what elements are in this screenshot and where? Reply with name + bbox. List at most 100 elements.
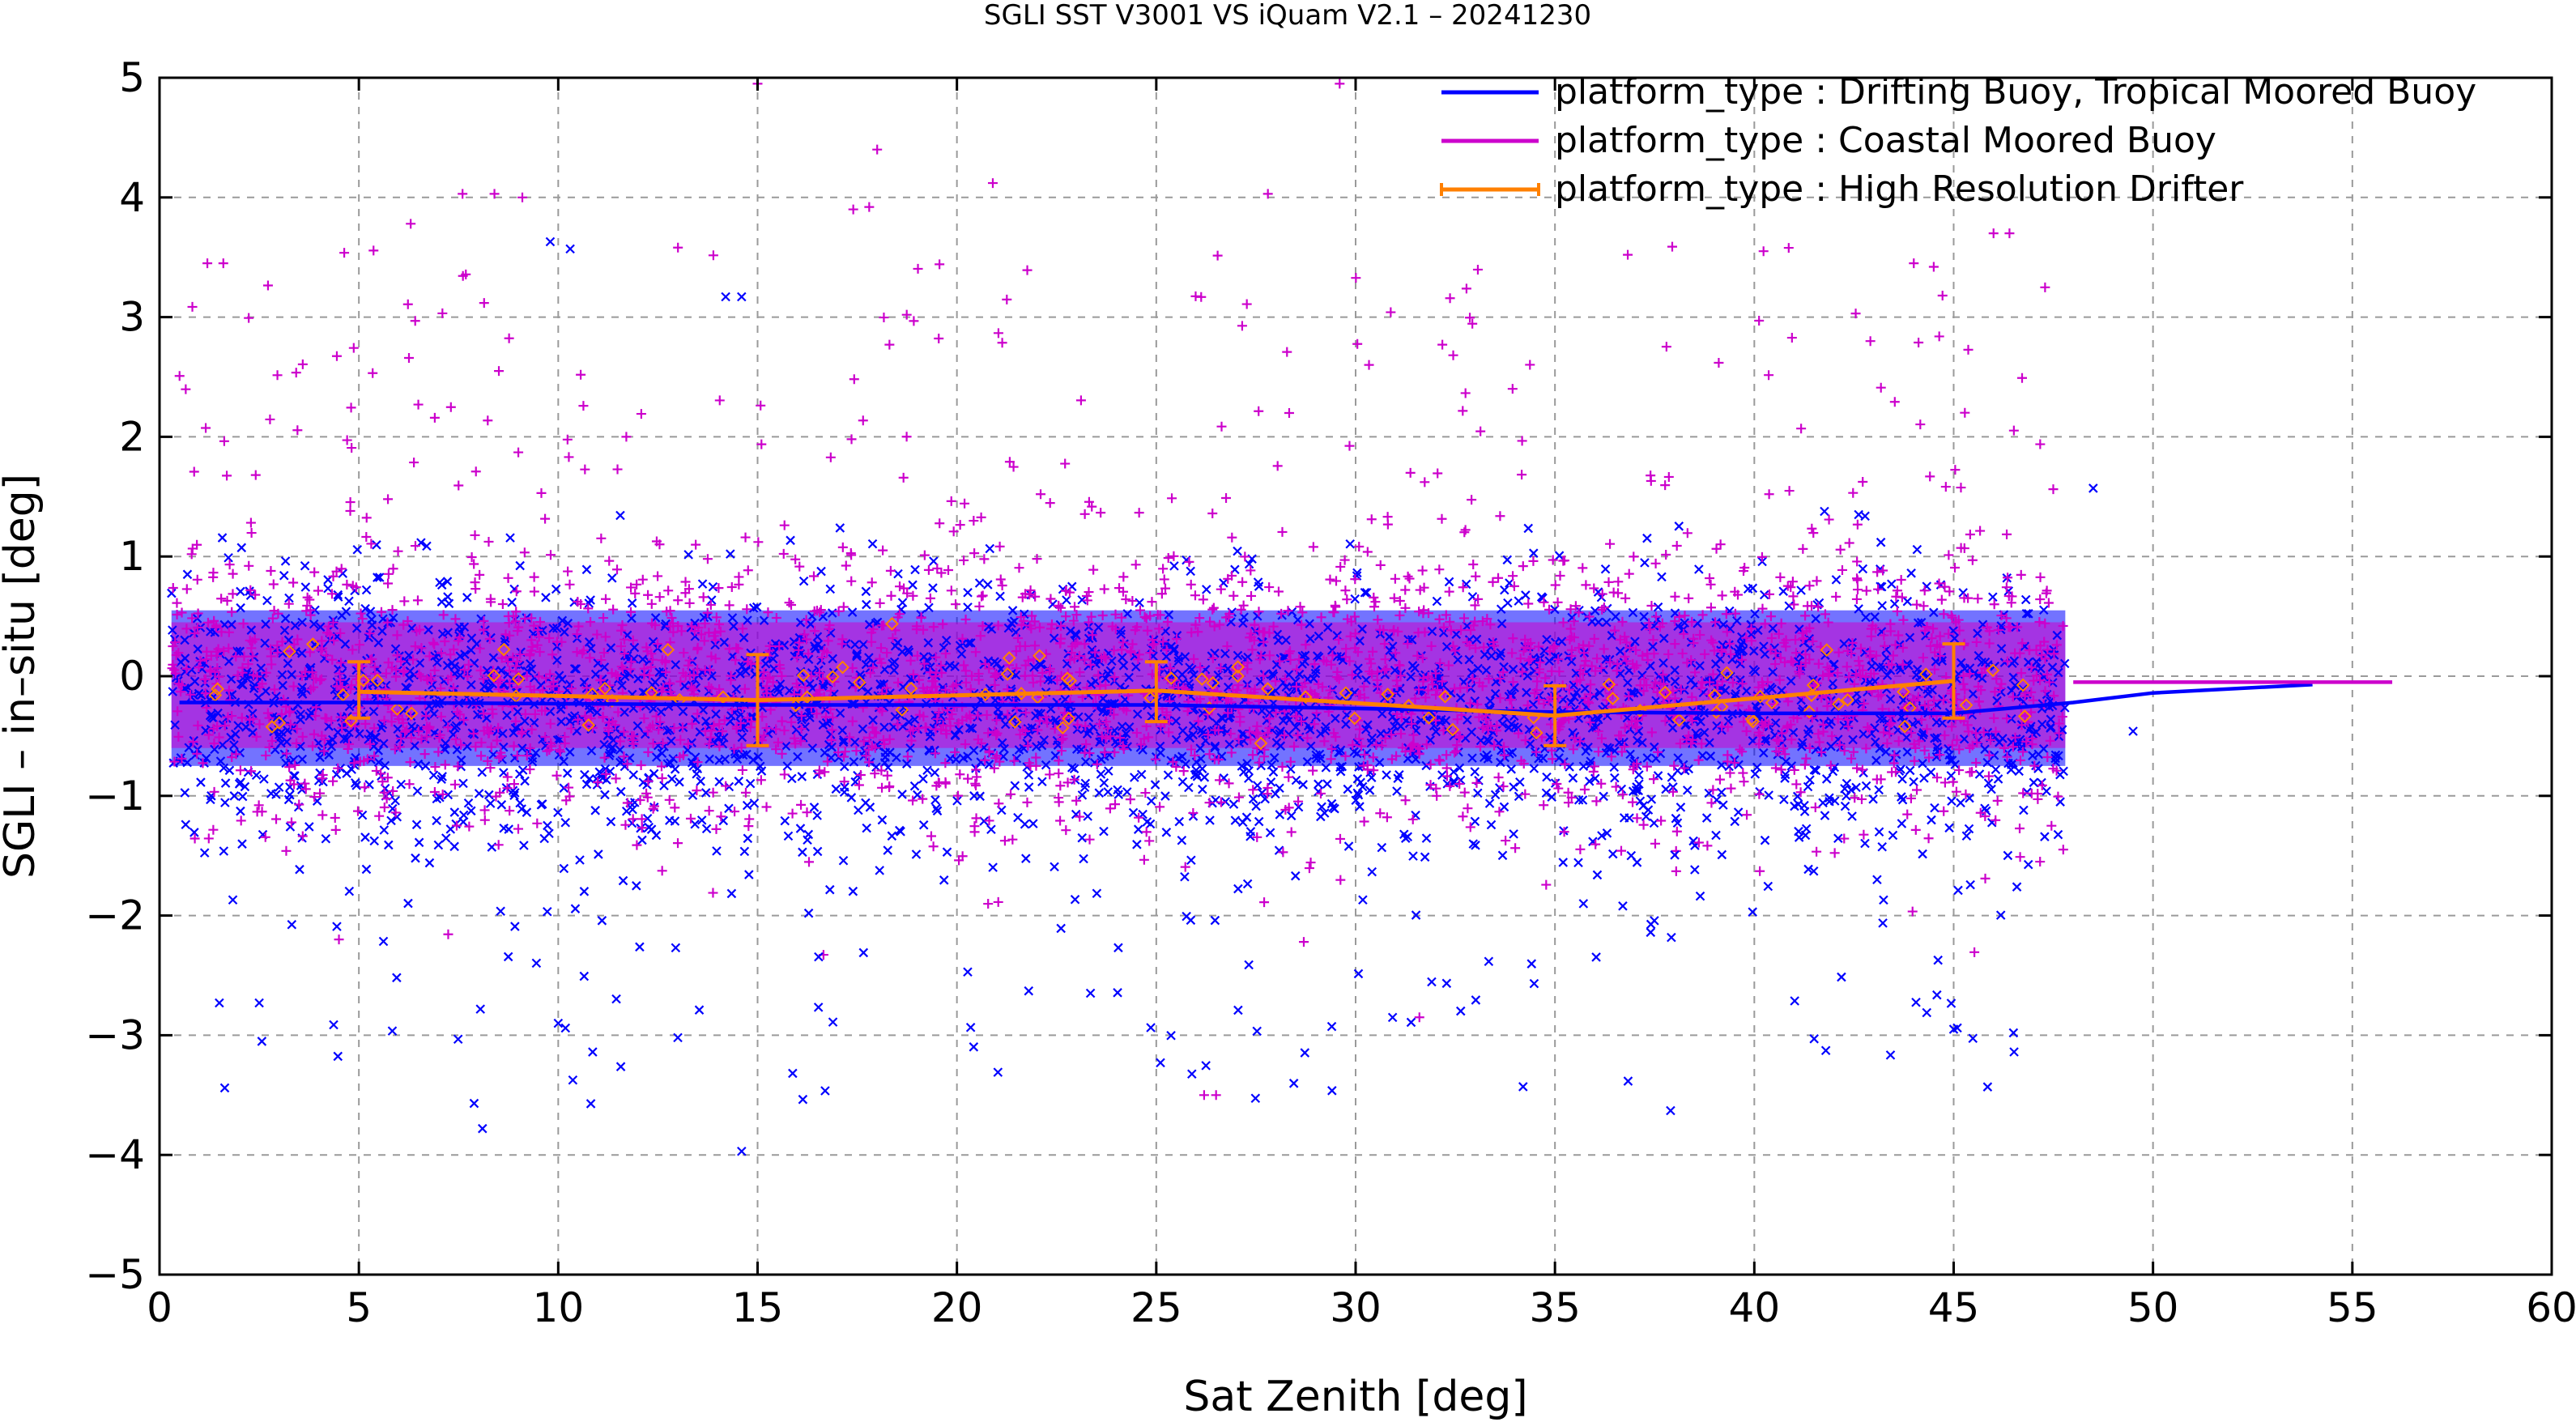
- point-x-marker: [1244, 559, 1254, 569]
- point-x-marker: [1189, 670, 1199, 680]
- point-plus-marker: [804, 857, 814, 867]
- point-x-marker: [1259, 670, 1270, 679]
- point-x-marker: [861, 798, 871, 808]
- point-plus-marker: [1620, 593, 1631, 603]
- point-x-marker: [688, 790, 698, 800]
- point-plus-marker: [1742, 810, 1752, 820]
- point-plus-marker: [601, 594, 611, 604]
- point-plus-marker: [1158, 564, 1169, 574]
- point-x-marker: [1544, 656, 1554, 666]
- point-plus-marker: [779, 520, 790, 530]
- point-plus-marker: [1539, 800, 1549, 811]
- point-plus-marker: [1756, 551, 1767, 562]
- point-x-marker: [2021, 608, 2032, 619]
- point-x-marker: [621, 806, 632, 816]
- point-x-marker: [809, 803, 820, 812]
- point-x-marker: [825, 730, 836, 739]
- point-x-marker: [1944, 823, 1954, 833]
- point-x-marker: [1509, 782, 1518, 792]
- point-x-marker: [918, 820, 929, 830]
- point-plus-marker: [540, 513, 551, 524]
- point-x-marker: [1846, 785, 1856, 795]
- point-x-marker: [1437, 770, 1447, 780]
- point-x-marker: [877, 815, 888, 825]
- point-plus-marker: [1207, 509, 1218, 519]
- point-plus-marker: [497, 599, 508, 610]
- point-x-marker: [1870, 723, 1880, 733]
- point-x-marker: [463, 798, 474, 808]
- point-x-marker: [1750, 666, 1761, 677]
- point-x-marker: [913, 790, 922, 800]
- point-plus-marker: [1858, 476, 1868, 487]
- point-x-marker: [628, 770, 638, 780]
- point-x-marker: [637, 654, 648, 664]
- point-x-marker: [1363, 720, 1373, 730]
- point-x-marker: [1847, 811, 1857, 821]
- point-x-marker: [1670, 665, 1680, 675]
- point-x-marker: [963, 587, 973, 598]
- point-x-marker: [875, 866, 884, 875]
- point-x-marker: [324, 750, 334, 760]
- point-x-marker: [1355, 802, 1365, 811]
- point-x-marker: [735, 669, 745, 679]
- point-x-marker: [436, 597, 447, 607]
- point-x-marker: [1529, 666, 1539, 676]
- point-plus-marker: [704, 806, 714, 816]
- point-plus-marker: [663, 585, 674, 596]
- point-plus-marker: [1284, 772, 1294, 782]
- point-x-marker: [1851, 782, 1861, 793]
- point-x-marker: [537, 799, 547, 809]
- point-x-marker: [671, 660, 681, 670]
- point-x-marker: [700, 788, 711, 798]
- point-plus-marker: [399, 596, 410, 607]
- point-x-marker: [695, 727, 705, 737]
- point-x-marker: [1467, 675, 1476, 685]
- point-x-marker: [1210, 648, 1220, 658]
- point-x-marker: [1177, 836, 1187, 845]
- point-x-marker: [678, 706, 688, 717]
- point-x-marker: [1554, 551, 1565, 560]
- point-x-marker: [1507, 747, 1518, 757]
- point-x-marker: [1632, 782, 1641, 792]
- point-x-marker: [1311, 665, 1321, 675]
- point-x-marker: [1035, 659, 1045, 669]
- point-x-marker: [1607, 849, 1618, 859]
- point-x-marker: [1870, 612, 1880, 622]
- point-x-marker: [1986, 784, 1996, 794]
- point-x-marker: [849, 757, 859, 767]
- point-x-marker: [1463, 715, 1472, 725]
- point-x-marker: [1717, 849, 1727, 860]
- point-x-marker: [1542, 772, 1552, 782]
- point-x-marker: [1854, 604, 1863, 614]
- point-x-marker: [782, 761, 793, 771]
- point-plus-marker: [464, 821, 475, 832]
- point-x-marker: [215, 756, 226, 766]
- point-x-marker: [1241, 812, 1252, 822]
- point-x-marker: [1183, 731, 1194, 742]
- point-x-marker: [734, 776, 744, 786]
- point-x-marker: [726, 549, 735, 559]
- point-x-marker: [986, 824, 996, 835]
- point-x-marker: [1509, 722, 1519, 732]
- point-x-marker: [2022, 787, 2032, 797]
- point-plus-marker: [673, 838, 683, 849]
- point-x-marker: [964, 638, 973, 648]
- point-x-marker: [606, 816, 616, 827]
- point-x-marker: [713, 732, 724, 743]
- point-x-marker: [2031, 657, 2042, 666]
- point-x-marker: [1281, 635, 1291, 645]
- point-x-marker: [514, 769, 525, 779]
- point-x-marker: [1992, 696, 2002, 706]
- point-x-marker: [1885, 694, 1896, 705]
- point-x-marker: [571, 664, 581, 674]
- point-x-marker: [620, 671, 630, 682]
- point-x-marker: [820, 747, 830, 758]
- point-x-marker: [1353, 790, 1364, 800]
- point-plus-marker: [1923, 833, 1934, 844]
- point-x-marker: [2050, 753, 2060, 764]
- point-x-marker: [1824, 793, 1834, 803]
- point-x-marker: [1233, 650, 1243, 661]
- point-x-marker: [908, 580, 918, 590]
- point-plus-marker: [1237, 577, 1248, 587]
- point-x-marker: [1820, 506, 1829, 517]
